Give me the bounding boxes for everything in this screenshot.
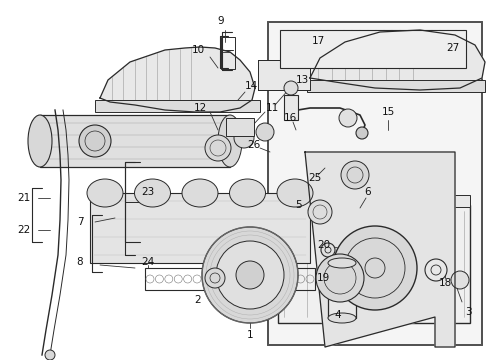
Bar (40, 115, 230, 167)
Circle shape (339, 109, 357, 127)
Text: 17: 17 (311, 36, 325, 46)
Ellipse shape (218, 115, 242, 167)
Text: 3: 3 (465, 307, 471, 317)
Circle shape (356, 127, 368, 139)
Bar (284, 95, 298, 120)
Text: 15: 15 (381, 107, 394, 117)
Bar (226, 118, 254, 136)
Text: 8: 8 (77, 257, 83, 267)
Bar (258, 60, 310, 90)
Polygon shape (310, 30, 485, 90)
Text: 11: 11 (266, 103, 279, 113)
Bar (278, 205, 470, 323)
Text: 22: 22 (17, 225, 30, 235)
Ellipse shape (328, 258, 356, 268)
Text: 25: 25 (308, 173, 321, 183)
Circle shape (205, 135, 231, 161)
Circle shape (425, 259, 447, 281)
Bar (145, 268, 315, 290)
Bar (307, 80, 485, 92)
Bar (268, 22, 482, 345)
Bar (280, 30, 466, 68)
Circle shape (45, 350, 55, 360)
Circle shape (234, 128, 254, 148)
Bar (278, 195, 470, 207)
Text: 2: 2 (195, 295, 201, 305)
Text: 20: 20 (318, 240, 331, 250)
Text: 10: 10 (192, 45, 204, 55)
Ellipse shape (182, 179, 218, 207)
Circle shape (216, 241, 284, 309)
Circle shape (284, 81, 298, 95)
Circle shape (202, 227, 298, 323)
Text: 5: 5 (294, 200, 301, 210)
Ellipse shape (328, 313, 356, 323)
Ellipse shape (87, 179, 123, 207)
Text: 13: 13 (295, 75, 309, 85)
Circle shape (236, 261, 264, 289)
Ellipse shape (277, 179, 313, 207)
Circle shape (308, 200, 332, 224)
Ellipse shape (28, 115, 52, 167)
Circle shape (205, 268, 225, 288)
Ellipse shape (134, 179, 171, 207)
Bar (90, 193, 310, 263)
Text: 24: 24 (142, 257, 155, 267)
Circle shape (316, 254, 364, 302)
Ellipse shape (229, 179, 266, 207)
Circle shape (256, 123, 274, 141)
Text: 12: 12 (194, 103, 207, 113)
Text: 21: 21 (17, 193, 30, 203)
Bar (95, 100, 260, 112)
Circle shape (341, 161, 369, 189)
Text: 19: 19 (317, 273, 330, 283)
Circle shape (333, 226, 417, 310)
Text: 16: 16 (283, 113, 296, 123)
Text: 14: 14 (245, 81, 258, 91)
Bar (328, 263, 356, 318)
Polygon shape (305, 152, 455, 347)
Text: 9: 9 (218, 16, 224, 26)
Circle shape (79, 125, 111, 157)
Text: 4: 4 (335, 310, 342, 320)
Bar (268, 22, 482, 345)
Bar (221, 37, 235, 69)
Circle shape (321, 243, 335, 257)
Text: 27: 27 (446, 43, 460, 53)
Circle shape (451, 271, 469, 289)
Text: 7: 7 (77, 217, 83, 227)
Text: 26: 26 (247, 140, 261, 150)
Text: 18: 18 (439, 278, 452, 288)
Text: 6: 6 (365, 187, 371, 197)
Polygon shape (100, 47, 255, 112)
Text: 1: 1 (246, 330, 253, 340)
Text: 23: 23 (142, 187, 155, 197)
